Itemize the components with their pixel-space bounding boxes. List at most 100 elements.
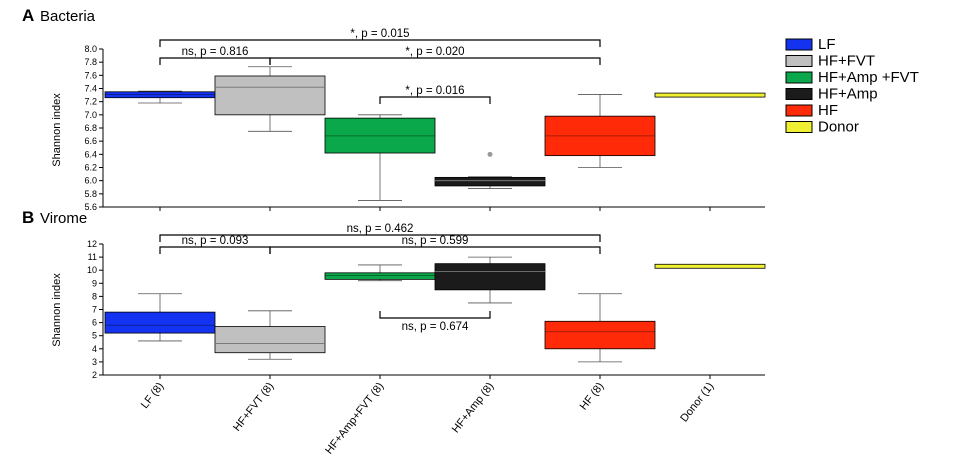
x-category-label: HF+FVT (8) xyxy=(231,380,276,433)
box-donor xyxy=(654,92,766,98)
bracket-line xyxy=(379,311,491,319)
y-tick-label: 5.8 xyxy=(84,189,97,199)
p-value-label: ns, p = 0.816 xyxy=(182,46,249,58)
panel-a-ylabel: Shannon index xyxy=(51,93,63,167)
box-body xyxy=(544,320,656,350)
panel-a-boxes xyxy=(104,66,766,201)
y-tick-label: 6.0 xyxy=(84,176,97,186)
legend-label: HF xyxy=(818,102,838,119)
box-hf-amp-fvt xyxy=(324,264,436,282)
y-tick-label: 6.8 xyxy=(84,123,97,133)
bracket-line xyxy=(159,39,601,47)
box-hf-amp xyxy=(434,151,546,189)
legend-item: Donor xyxy=(785,119,859,136)
legend-label: HF+Amp +FVT xyxy=(818,69,919,86)
box-lf xyxy=(104,90,216,104)
box-body xyxy=(104,311,216,334)
box-hf-amp-fvt xyxy=(324,114,436,201)
box-body xyxy=(434,263,546,291)
panel-b-boxes xyxy=(104,256,766,363)
p-value-label: ns, p = 0.674 xyxy=(402,321,469,333)
x-category-labels: LF (8) HF+FVT (8) HF+Amp+FVT (8) HF+Amp (8)… xyxy=(139,380,717,456)
box-donor xyxy=(654,263,766,269)
bracket-line xyxy=(379,96,491,104)
y-tick-label: 6.2 xyxy=(84,163,97,173)
significance-bracket: ns, p = 0.816 xyxy=(159,46,271,65)
bracket-line xyxy=(269,57,601,65)
legend-item: HF+FVT xyxy=(785,53,875,70)
legend-swatch xyxy=(785,55,813,67)
legend-label: HF+FVT xyxy=(818,53,875,70)
panel-b-ylabel: Shannon index xyxy=(51,273,63,347)
p-value-label: *, p = 0.020 xyxy=(405,46,464,58)
p-value-label: *, p = 0.015 xyxy=(350,28,409,40)
significance-bracket: *, p = 0.016 xyxy=(379,85,491,104)
legend-item: LF xyxy=(785,36,836,53)
box-body xyxy=(654,263,766,269)
panel-a-annotations: *, p = 0.015 ns, p = 0.816 *, p = 0.020 *, … xyxy=(159,28,601,104)
box-body xyxy=(324,272,436,280)
box-body xyxy=(214,75,326,116)
significance-bracket: *, p = 0.015 xyxy=(159,28,601,47)
legend-label: LF xyxy=(818,36,836,53)
box-hf-fvt xyxy=(214,310,326,360)
legend-swatch xyxy=(785,71,813,84)
bracket-line xyxy=(159,57,271,65)
x-category-label: HF+Amp (8) xyxy=(450,380,497,435)
box-hf-amp xyxy=(434,256,546,304)
legend-swatch xyxy=(785,104,813,117)
panel-bacteria: A Bacteria Shannon index 5.6 5.8 6.0 6.2 6.4… xyxy=(22,6,766,212)
y-tick-label: 12 xyxy=(87,239,97,249)
y-tick-label: 7.0 xyxy=(84,110,97,120)
y-tick-label: 7.8 xyxy=(84,57,97,67)
box-body xyxy=(544,115,656,157)
y-tick-label: 5.6 xyxy=(84,202,97,212)
x-category-label: HF (8) xyxy=(578,380,607,412)
legend-swatch xyxy=(785,88,813,100)
p-value-label: *, p = 0.016 xyxy=(405,85,464,97)
x-category-label: Donor (1) xyxy=(678,380,716,424)
y-tick-label: 10 xyxy=(87,265,97,275)
panel-b-annotations: ns, p = 0.462 ns, p = 0.093 ns, p = 0.599 n… xyxy=(159,223,601,333)
box-body xyxy=(434,176,546,187)
y-tick-label: 2 xyxy=(92,370,97,380)
bracket-line xyxy=(159,234,601,242)
legend-swatch xyxy=(785,38,813,51)
panel-a-axes: 5.6 5.8 6.0 6.2 6.4 6.6 6.8 7.0 7.2 7.4 7.6 7.8 8.0 xyxy=(84,44,765,212)
box-hf-fvt xyxy=(214,66,326,132)
box-body xyxy=(654,92,766,98)
y-tick-label: 6.6 xyxy=(84,136,97,146)
y-tick-label: 6.4 xyxy=(84,149,97,159)
significance-bracket: *, p = 0.020 xyxy=(269,46,601,65)
legend-item: HF+Amp +FVT xyxy=(785,69,919,86)
y-tick-label: 7.4 xyxy=(84,84,97,94)
p-value-label: ns, p = 0.093 xyxy=(182,235,249,247)
box-body xyxy=(214,326,326,354)
significance-bracket: ns, p = 0.674 xyxy=(379,311,491,333)
box-hf xyxy=(544,293,656,363)
y-tick-label: 6 xyxy=(92,318,97,328)
panel-a-letter: A xyxy=(22,6,34,25)
significance-bracket: ns, p = 0.093 xyxy=(159,235,271,254)
legend-label: HF+Amp xyxy=(818,86,878,103)
p-value-label: ns, p = 0.599 xyxy=(402,235,469,247)
y-tick-label: 9 xyxy=(92,278,97,288)
y-tick-label: 3 xyxy=(92,357,97,367)
x-category-label: HF+Amp+FVT (8) xyxy=(323,380,386,456)
legend-swatch xyxy=(785,121,813,133)
y-tick-label: 7 xyxy=(92,305,97,315)
y-tick-label: 7.6 xyxy=(84,70,97,80)
p-value-label: ns, p = 0.462 xyxy=(347,223,414,235)
y-tick-label: 4 xyxy=(92,344,97,354)
panel-virome: B Virome Shannon index 2 3 4 5 6 7 8 9 10 11 12 ns… xyxy=(22,208,766,380)
significance-bracket: ns, p = 0.462 xyxy=(159,223,601,242)
box-body xyxy=(324,117,436,154)
y-tick-label: 11 xyxy=(88,252,97,262)
box-hf xyxy=(544,94,656,168)
significance-bracket: ns, p = 0.599 xyxy=(269,235,601,254)
panel-b-letter: B xyxy=(22,208,34,227)
bracket-line xyxy=(269,246,601,254)
legend-item: HF+Amp xyxy=(785,86,878,103)
panel-a-title: Bacteria xyxy=(40,8,96,25)
